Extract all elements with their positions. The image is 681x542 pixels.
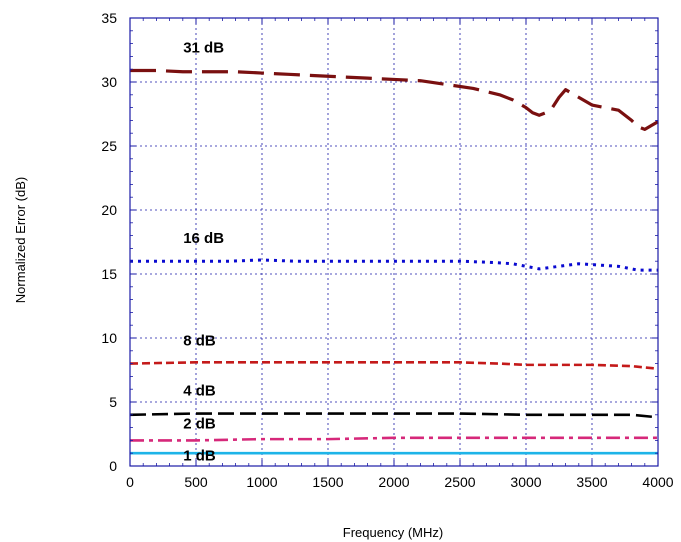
tick-labels: 0 500 1000 1500 2000 2500 3000 3500 4000 0 5 10 15 20… xyxy=(101,10,673,490)
series-line-4-db xyxy=(129,412,659,419)
x-tick-label: 1000 xyxy=(246,474,277,490)
x-tick-label: 500 xyxy=(184,474,208,490)
y-axis-title: Normalized Error (dB) xyxy=(13,177,28,303)
series-label: 2 dB xyxy=(183,416,216,433)
series-line-2-db xyxy=(130,436,658,442)
x-tick-label: 1500 xyxy=(312,474,343,490)
y-tick-label: 25 xyxy=(101,138,117,154)
series-lines xyxy=(129,68,659,455)
y-tick-label: 0 xyxy=(109,458,117,474)
x-tick-label: 4000 xyxy=(642,474,673,490)
x-tick-label: 3000 xyxy=(510,474,541,490)
series-line-31-db xyxy=(130,68,659,131)
series-label: 1 dB xyxy=(183,448,216,465)
y-tick-label: 15 xyxy=(101,266,117,282)
y-tick-label: 35 xyxy=(101,10,117,26)
x-tick-label: 3500 xyxy=(576,474,607,490)
y-tick-label: 20 xyxy=(101,202,117,218)
series-line-8-db xyxy=(129,361,659,371)
x-axis-title: Frequency (MHz) xyxy=(343,525,443,540)
series-label: 16 dB xyxy=(183,230,224,247)
x-tick-label: 2500 xyxy=(444,474,475,490)
series-label: 8 dB xyxy=(183,333,216,350)
grid-lines xyxy=(130,18,658,466)
series-label: 4 dB xyxy=(183,382,216,399)
y-tick-label: 30 xyxy=(101,74,117,90)
series-labels: 31 dB 16 dB 8 dB 4 dB 2 dB 1 dB xyxy=(183,39,224,464)
x-tick-label: 0 xyxy=(126,474,134,490)
axis-ticks xyxy=(129,17,659,467)
y-tick-label: 5 xyxy=(109,394,117,410)
series-line-16-db xyxy=(130,258,658,272)
y-tick-label: 10 xyxy=(101,330,117,346)
series-label: 31 dB xyxy=(183,39,224,56)
x-tick-label: 2000 xyxy=(378,474,409,490)
